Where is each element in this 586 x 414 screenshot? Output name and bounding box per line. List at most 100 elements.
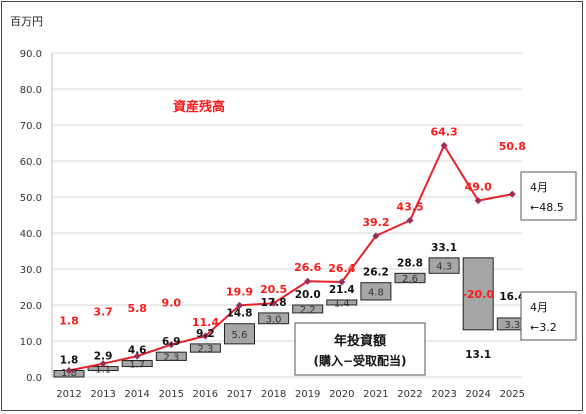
asset-value-label: 49.0 <box>465 181 492 194</box>
waterfall-series-title-box: 年投資額 (購入−受取配当) <box>294 322 426 376</box>
x-tick-label: 2025 <box>500 389 525 400</box>
x-tick-label: 2012 <box>56 389 81 400</box>
y-tick-label: 40.0 <box>20 229 42 240</box>
cumulative-label: 26.2 <box>363 267 389 279</box>
increment-label: 3.0 <box>266 314 282 325</box>
waterfall-series-title-line2: (購入−受取配当) <box>313 353 406 368</box>
increment-label: 1.7 <box>129 360 145 371</box>
x-tick-label: 2016 <box>193 389 218 400</box>
cumulative-label: 16.4 <box>499 291 525 303</box>
cumulative-label: 6.9 <box>162 336 181 348</box>
y-tick-label: 20.0 <box>20 301 42 312</box>
cumulative-label: 2.9 <box>94 351 113 363</box>
waterfall-bar <box>292 304 324 314</box>
increment-label: 1.8 <box>61 368 77 379</box>
waterfall-bars <box>53 257 528 378</box>
unit-label: 百万円 <box>10 15 43 28</box>
asset-value-label: 50.8 <box>499 140 526 153</box>
x-tick-label: 2017 <box>227 389 252 400</box>
y-tick-label: 80.0 <box>20 85 42 96</box>
callout-asset-april-line2: ←48.5 <box>530 201 564 214</box>
waterfall-bar <box>258 312 290 325</box>
increment-label: 3.3 <box>504 320 520 331</box>
asset-point <box>440 141 448 150</box>
cumulative-label: 28.8 <box>397 257 423 269</box>
asset-value-label: 20.5 <box>260 283 287 296</box>
callout-asset-april-line1: 4月 <box>530 181 548 194</box>
waterfall-bar <box>326 299 358 306</box>
asset-value-label: 5.8 <box>127 302 147 315</box>
asset-value-label: 11.4 <box>192 316 219 329</box>
asset-value-label: 3.7 <box>93 306 113 319</box>
asset-point <box>133 352 141 360</box>
y-tick-label: 60.0 <box>20 157 42 168</box>
asset-value-label: 1.8 <box>59 315 79 328</box>
x-tick-label: 2019 <box>295 389 320 400</box>
y-tick-label: 10.0 <box>20 337 42 348</box>
y-tick-label: 70.0 <box>20 121 42 132</box>
asset-point <box>406 216 414 224</box>
waterfall-series-title-line1: 年投資額 <box>334 333 386 349</box>
y-tick-label: 0.0 <box>26 373 42 384</box>
asset-point <box>99 360 107 368</box>
cumulative-label: 17.8 <box>261 297 287 309</box>
callout-invest-april-line1: 4月 <box>530 301 548 314</box>
waterfall-bar <box>224 323 255 345</box>
y-tick-label: 30.0 <box>20 265 42 276</box>
x-tick-label: 2014 <box>124 389 149 400</box>
asset-line <box>65 141 516 375</box>
asset-line-path <box>68 143 513 372</box>
increment-label: 2.3 <box>163 352 179 363</box>
asset-point <box>201 332 209 340</box>
x-tick-label: 2021 <box>363 389 388 400</box>
asset-value-label: 64.3 <box>431 126 458 139</box>
cumulative-label: 1.8 <box>60 355 79 367</box>
increment-label: 4.3 <box>436 262 452 273</box>
x-tick-label: 2020 <box>329 389 354 400</box>
x-tick-label: 2022 <box>397 389 422 400</box>
asset-point <box>508 190 516 198</box>
cumulative-label: 33.1 <box>431 242 457 254</box>
increment-label: 2.6 <box>402 274 418 285</box>
cumulative-label: 21.4 <box>329 284 355 296</box>
callout-invest-april: 4月 ←3.2 <box>520 291 577 341</box>
waterfall-bar <box>189 343 221 353</box>
waterfall-bar <box>428 257 460 274</box>
x-tick-label: 2024 <box>465 389 490 400</box>
increment-label: 5.6 <box>232 330 248 341</box>
data-labels: 1.8 1.1 1.7 2.3 2.3 5.6 3.0 2.2 1.4 4.8 2.6 4.3 -20.… <box>59 126 526 379</box>
asset-point <box>65 366 73 375</box>
waterfall-bar <box>360 282 392 301</box>
cumulative-label: 13.1 <box>465 349 491 361</box>
asset-point <box>338 278 346 286</box>
cumulative-label: 20.0 <box>295 289 321 301</box>
asset-point <box>270 299 278 307</box>
callout-invest-april-line2: ←3.2 <box>530 321 557 334</box>
x-tick-label: 2018 <box>261 389 286 400</box>
cumulative-label: 14.8 <box>227 308 253 320</box>
increment-label: 2.3 <box>197 344 213 355</box>
y-tick-label: 50.0 <box>20 193 42 204</box>
y-tick-label: 90.0 <box>20 49 42 60</box>
increment-label: 4.8 <box>368 287 384 298</box>
asset-point <box>474 197 482 205</box>
increment-label: 2.2 <box>300 305 316 316</box>
grid-lines <box>51 52 522 378</box>
asset-point <box>167 341 175 349</box>
increment-label: 1.4 <box>334 298 350 309</box>
cumulative-label: 4.6 <box>128 344 147 356</box>
increment-label: 1.1 <box>95 365 111 376</box>
callout-asset-april: 4月 ←48.5 <box>520 171 577 221</box>
increment-label: -20.0 <box>462 288 494 301</box>
line-series-title: 資産残高 <box>173 99 225 115</box>
waterfall-bar <box>155 351 187 361</box>
x-tick-label: 2013 <box>90 389 115 400</box>
cumulative-label: 9.2 <box>196 328 215 340</box>
asset-value-label: 26.6 <box>294 261 321 274</box>
asset-value-label: 43.5 <box>396 200 423 213</box>
waterfall-bar <box>394 272 426 284</box>
asset-point <box>372 232 380 240</box>
asset-point <box>304 277 312 285</box>
